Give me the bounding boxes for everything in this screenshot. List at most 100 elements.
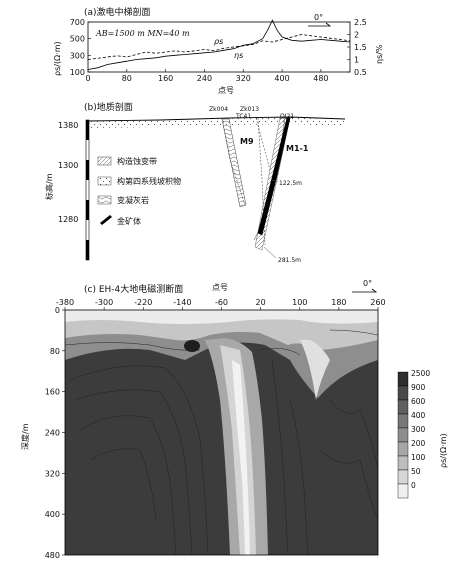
legend-swatch-quaternary	[97, 176, 112, 186]
panel-b-legend: 构造蚀变带 构第四系残坡积物 变凝灰岩 金矿体	[97, 156, 181, 226]
colorbar-swatch	[397, 413, 409, 429]
panel-a-y2-tick-label: 2	[354, 31, 359, 40]
panel-c-x-tick-label: 260	[370, 298, 385, 307]
panel-c-x-tick-label: -300	[95, 298, 113, 307]
panel-a-y-tick-label: 100	[70, 68, 85, 77]
panel-c-x-label: 点号	[212, 283, 228, 292]
legend-label-alteration: 构造蚀变带	[117, 156, 157, 166]
panel-a-x-tick-label: 400	[274, 74, 289, 83]
panel-c-x-tick-label: 100	[292, 298, 307, 307]
panel-a-label: (a)激电中梯剖面	[84, 6, 151, 18]
panel-a-y-tick-label: 300	[70, 51, 85, 60]
panel-c-y-tick-label: 400	[45, 510, 60, 519]
panel-a-y2-tick-label: 1.5	[354, 43, 367, 52]
panel-a-series-label-rho: ρs	[214, 37, 223, 46]
colorbar-swatch	[397, 371, 409, 387]
panel-a-y-label: ρs/(Ω·m)	[53, 41, 62, 76]
panel-c-colorbar: 2500 900 600 400 300 200 100 50 0	[397, 369, 430, 499]
panel-b-label: (b)地质剖面	[84, 101, 133, 113]
panel-c-y-tick-label: 0	[55, 306, 60, 315]
panel-c-y-tick-label: 160	[45, 388, 60, 397]
panel-b-body-label-m1: M1-1	[286, 144, 309, 153]
borehole-label-zk013: Zk013	[240, 106, 259, 113]
colorbar-tick-label: 400	[411, 411, 426, 420]
legend-label-quaternary: 构第四系残坡积物	[117, 176, 181, 186]
borehole-label-zk004: Zk004	[209, 106, 228, 113]
panel-c-x-tick-label: 180	[331, 298, 346, 307]
panel-a-x-ticks: 0 80 160 240 320 400 480	[85, 69, 329, 83]
colorbar-swatch	[397, 427, 409, 443]
panel-c-north-text: 0°	[363, 279, 372, 288]
panel-a-x-tick-label: 160	[158, 74, 173, 83]
legend-swatch-orebody	[100, 215, 112, 225]
legend-swatch-tuff	[97, 195, 112, 205]
panel-b-body-label-m9: M9	[240, 137, 254, 146]
panel-b-quaternary-cover	[89, 117, 345, 128]
panel-b-depth-label-1: 122.5m	[279, 180, 302, 187]
panel-a-north-arrow: 0°	[308, 13, 332, 27]
panel-c-resistivity-section	[64, 310, 379, 556]
panel-a-x-tick-label: 320	[236, 74, 251, 83]
legend-label-orebody: 金矿体	[117, 216, 141, 226]
colorbar-swatch	[397, 483, 409, 499]
colorbar-swatch	[397, 455, 409, 471]
colorbar-tick-label: 900	[411, 383, 426, 392]
panel-a-y2-ticks: 0.5 1 1.5 2 2.5	[347, 18, 367, 77]
colorbar-tick-label: 100	[411, 453, 426, 462]
panel-a-x-label: 点号	[218, 86, 234, 95]
panel-c-x-tick-label: -60	[215, 298, 228, 307]
panel-b: (b)地质剖面 1380 1300 1280 标高/m Zk004 Zk013 …	[44, 101, 346, 264]
panel-c-y-label: 深度/m	[20, 423, 30, 450]
panel-b-y-label: 标高/m	[44, 173, 54, 200]
panel-a-y2-tick-label: 1	[354, 56, 359, 65]
panel-a-y-tick-label: 500	[70, 35, 85, 44]
colorbar-tick-label: 50	[411, 467, 421, 476]
panel-b-y-tick-1280: 1280	[58, 215, 78, 224]
colorbar-tick-label: 2500	[411, 369, 430, 378]
panel-a-y2-tick-label: 0.5	[354, 68, 367, 77]
panel-c-north-arrow: 0°	[352, 279, 378, 293]
panel-a-y2-label: ηs/%	[375, 44, 384, 64]
legend-swatch-alteration	[97, 156, 112, 166]
panel-c-x-tick-label: -140	[173, 298, 191, 307]
panel-c-label: (c) EH-4大地电磁测断面	[84, 283, 183, 295]
panel-c: (c) EH-4大地电磁测断面 点号 0° -380 -300 -220 -140 -6…	[20, 279, 448, 560]
panel-c-x-tick-label: -380	[56, 298, 74, 307]
panel-a-y2-tick-label: 2.5	[354, 18, 367, 27]
panel-a-series	[87, 19, 351, 70]
panel-a-x-tick-label: 480	[313, 74, 328, 83]
panel-c-y-tick-label: 240	[45, 429, 60, 438]
panel-a-north-text: 0°	[314, 13, 323, 22]
panel-a-y-ticks: 100 300 500 700	[70, 18, 91, 77]
panel-c-y-tick-label: 480	[45, 551, 60, 560]
panel-b-y-tick-1380: 1380	[58, 121, 78, 130]
colorbar-tick-label: 600	[411, 397, 426, 406]
panel-a: (a)激电中梯剖面 AB=1500 m MN=40 m 0 80 160 240 320…	[53, 6, 384, 95]
panel-c-y-tick-label: 320	[45, 469, 60, 478]
colorbar-swatch	[397, 469, 409, 485]
panel-c-y-ticks: 0 80 160 240 320 400 480	[45, 306, 65, 560]
panel-c-colorbar-label: ρs/(Ω·m)	[439, 433, 448, 468]
legend-label-tuff: 变凝灰岩	[117, 195, 149, 205]
panel-a-x-tick-label: 80	[122, 74, 132, 83]
colorbar-swatch	[397, 385, 409, 401]
panel-a-series-line-0	[87, 19, 351, 70]
panel-c-x-ticks: -380 -300 -220 -140 -60 20 100 180 260	[56, 298, 386, 310]
colorbar-swatch	[397, 399, 409, 415]
panel-b-elevation-bar	[85, 119, 90, 261]
colorbar-tick-label: 300	[411, 425, 426, 434]
panel-a-series-label-eta: ηs	[234, 51, 243, 60]
panel-a-series-line-1	[87, 34, 351, 60]
panel-a-x-tick-label: 0	[85, 74, 90, 83]
panel-c-x-tick-label: -220	[134, 298, 152, 307]
panel-b-alteration-zone-m9	[221, 118, 247, 208]
colorbar-tick-label: 200	[411, 439, 426, 448]
colorbar-tick-label: 0	[411, 481, 416, 490]
panel-b-depth-label-2: 281.5m	[278, 257, 301, 264]
panel-b-gold-orebody	[257, 117, 291, 236]
panel-a-x-tick-label: 240	[197, 74, 212, 83]
panel-a-y-tick-label: 700	[70, 18, 85, 27]
borehole-label-qj21: QJ21	[280, 113, 294, 120]
panel-c-plot-frame	[64, 309, 379, 556]
